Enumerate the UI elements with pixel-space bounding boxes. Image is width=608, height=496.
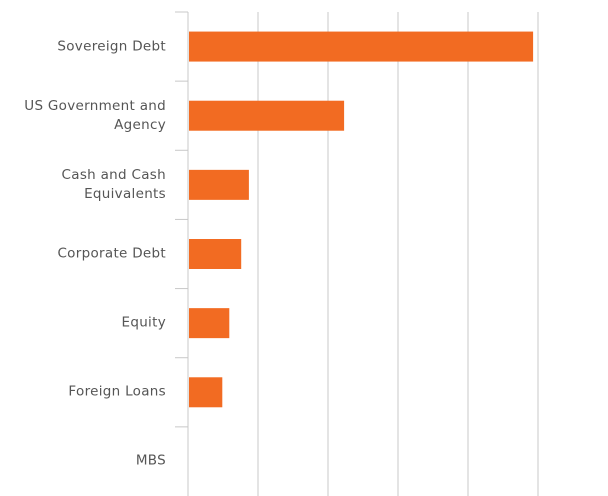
y-tick-label: US Government and Agency <box>24 97 166 133</box>
y-tick-label: Sovereign Debt <box>57 38 166 55</box>
bar <box>189 169 249 200</box>
bar <box>189 100 345 131</box>
bar <box>189 308 230 339</box>
y-tick-label: Foreign Loans <box>68 383 166 400</box>
y-tick-label: Equity <box>121 314 166 331</box>
y-tick-label: MBS <box>135 452 166 469</box>
y-tick-label: Corporate Debt <box>57 245 166 262</box>
bar <box>189 377 223 408</box>
bar <box>189 31 534 62</box>
bar <box>189 239 242 269</box>
y-tick-label: Cash and Cash Equivalents <box>61 166 166 202</box>
